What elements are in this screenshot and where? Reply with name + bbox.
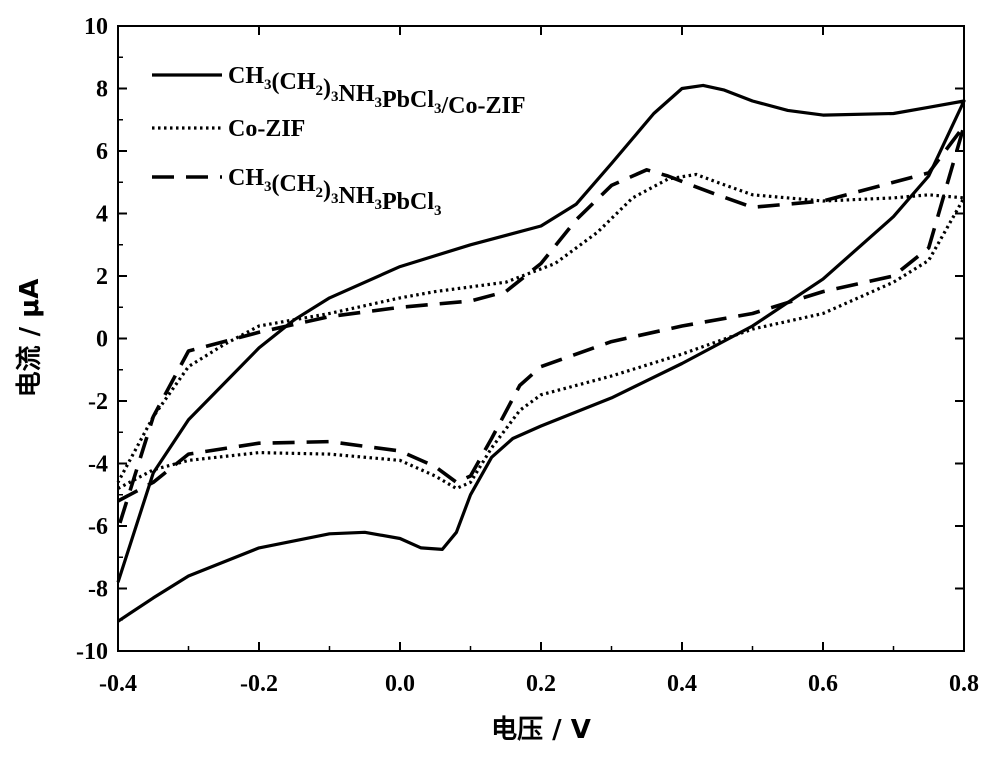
legend-label-1: CH3(CH2)3NH3PbCl3/Co-ZIF xyxy=(228,63,526,119)
x-tick-label: 0.6 xyxy=(808,671,838,697)
y-tick-label: 4 xyxy=(96,202,108,228)
y-tick-label: 8 xyxy=(96,77,108,103)
x-axis-title: 电压 / V xyxy=(491,715,591,745)
y-tick-label: -8 xyxy=(88,577,108,603)
x-tick-label: 0.4 xyxy=(667,671,697,697)
y-tick-label: -10 xyxy=(76,639,108,665)
y-axis-title: 电流 / μA xyxy=(15,279,45,398)
series-line-1 xyxy=(116,83,966,623)
series-line-2 xyxy=(116,172,966,491)
x-tick-label: -0.2 xyxy=(240,671,278,697)
legend-label-3: CH3(CH2)3NH3PbCl3 xyxy=(228,165,442,219)
x-tick-label: 0.2 xyxy=(526,671,556,697)
axis-ticks xyxy=(117,25,965,652)
y-tick-label: 10 xyxy=(84,14,108,40)
y-tick-label: 2 xyxy=(96,264,108,290)
y-tick-label: 6 xyxy=(96,139,108,165)
x-tick-label: -0.4 xyxy=(99,671,137,697)
axis-tick-labels: -0.4 -0.2 0.0 0.2 0.4 0.6 0.8 -10 -8 -6 -4 -2 0 2 4 6 8 1… xyxy=(76,14,979,697)
y-tick-label: -4 xyxy=(88,452,108,478)
y-tick-label: -2 xyxy=(88,389,108,415)
y-tick-label: 0 xyxy=(96,327,108,353)
y-tick-label: -6 xyxy=(88,514,108,540)
legend-label-2: Co-ZIF xyxy=(228,116,305,142)
x-tick-label: 0.0 xyxy=(385,671,415,697)
x-tick-label: 0.8 xyxy=(949,671,979,697)
series-lines xyxy=(116,83,966,623)
series-line-3 xyxy=(116,124,966,530)
